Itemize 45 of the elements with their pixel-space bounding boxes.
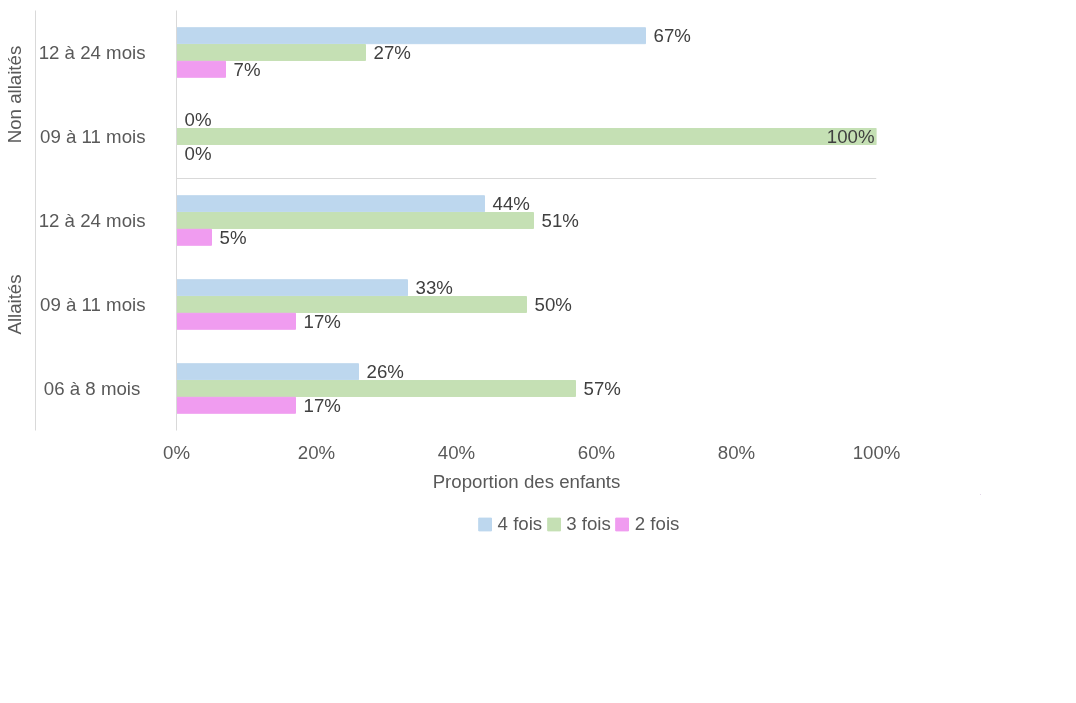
bar (176, 128, 877, 145)
legend-label: 3 fois (566, 513, 611, 535)
x-tick-label: 100% (852, 441, 901, 463)
data-label: 17% (303, 394, 341, 416)
y-tick-label: 09 à 11 mois (40, 126, 146, 147)
y-tick-label: 09 à 11 mois (40, 294, 146, 315)
y-tick-label: 12 à 24 mois (38, 210, 146, 231)
x-axis-title: Proportion des enfants (432, 470, 621, 492)
data-label: 7% (233, 58, 261, 80)
data-label: 26% (366, 361, 404, 383)
data-label: 5% (219, 226, 247, 248)
data-label: 33% (415, 277, 453, 299)
bar (176, 60, 226, 78)
data-label: 51% (541, 210, 579, 231)
x-tick-label: 60% (577, 441, 616, 463)
bar (176, 279, 408, 297)
y-tick-label: 06 à 8 mois (43, 378, 141, 399)
x-tick-label: 0% (163, 441, 190, 463)
x-tick-label: 20% (297, 441, 336, 463)
data-label: 0% (184, 142, 212, 164)
legend-label: 4 fois (497, 513, 543, 535)
bar (176, 195, 485, 213)
legend-label: 2 fois (634, 513, 680, 535)
data-label: 100% (826, 126, 875, 147)
x-tick-label: 80% (717, 441, 756, 463)
y-tick-label: 12 à 24 mois (38, 42, 146, 63)
bar (176, 296, 527, 313)
data-label: 0% (184, 109, 212, 131)
data-label: 44% (492, 193, 530, 215)
data-label: 27% (373, 42, 411, 63)
text: Allaités (3, 274, 25, 335)
bar (176, 380, 576, 397)
data-label: 50% (534, 294, 572, 315)
bar (176, 27, 646, 45)
data-label: 67% (653, 25, 691, 47)
bar (176, 312, 296, 330)
text: Non allaités (3, 45, 25, 144)
bar (176, 228, 212, 246)
x-tick-label: 40% (437, 441, 476, 463)
bar (176, 44, 366, 61)
bar (176, 212, 534, 229)
bar (176, 363, 359, 381)
bar (176, 396, 296, 414)
data-label: 17% (303, 310, 341, 332)
data-label: 57% (583, 378, 621, 399)
